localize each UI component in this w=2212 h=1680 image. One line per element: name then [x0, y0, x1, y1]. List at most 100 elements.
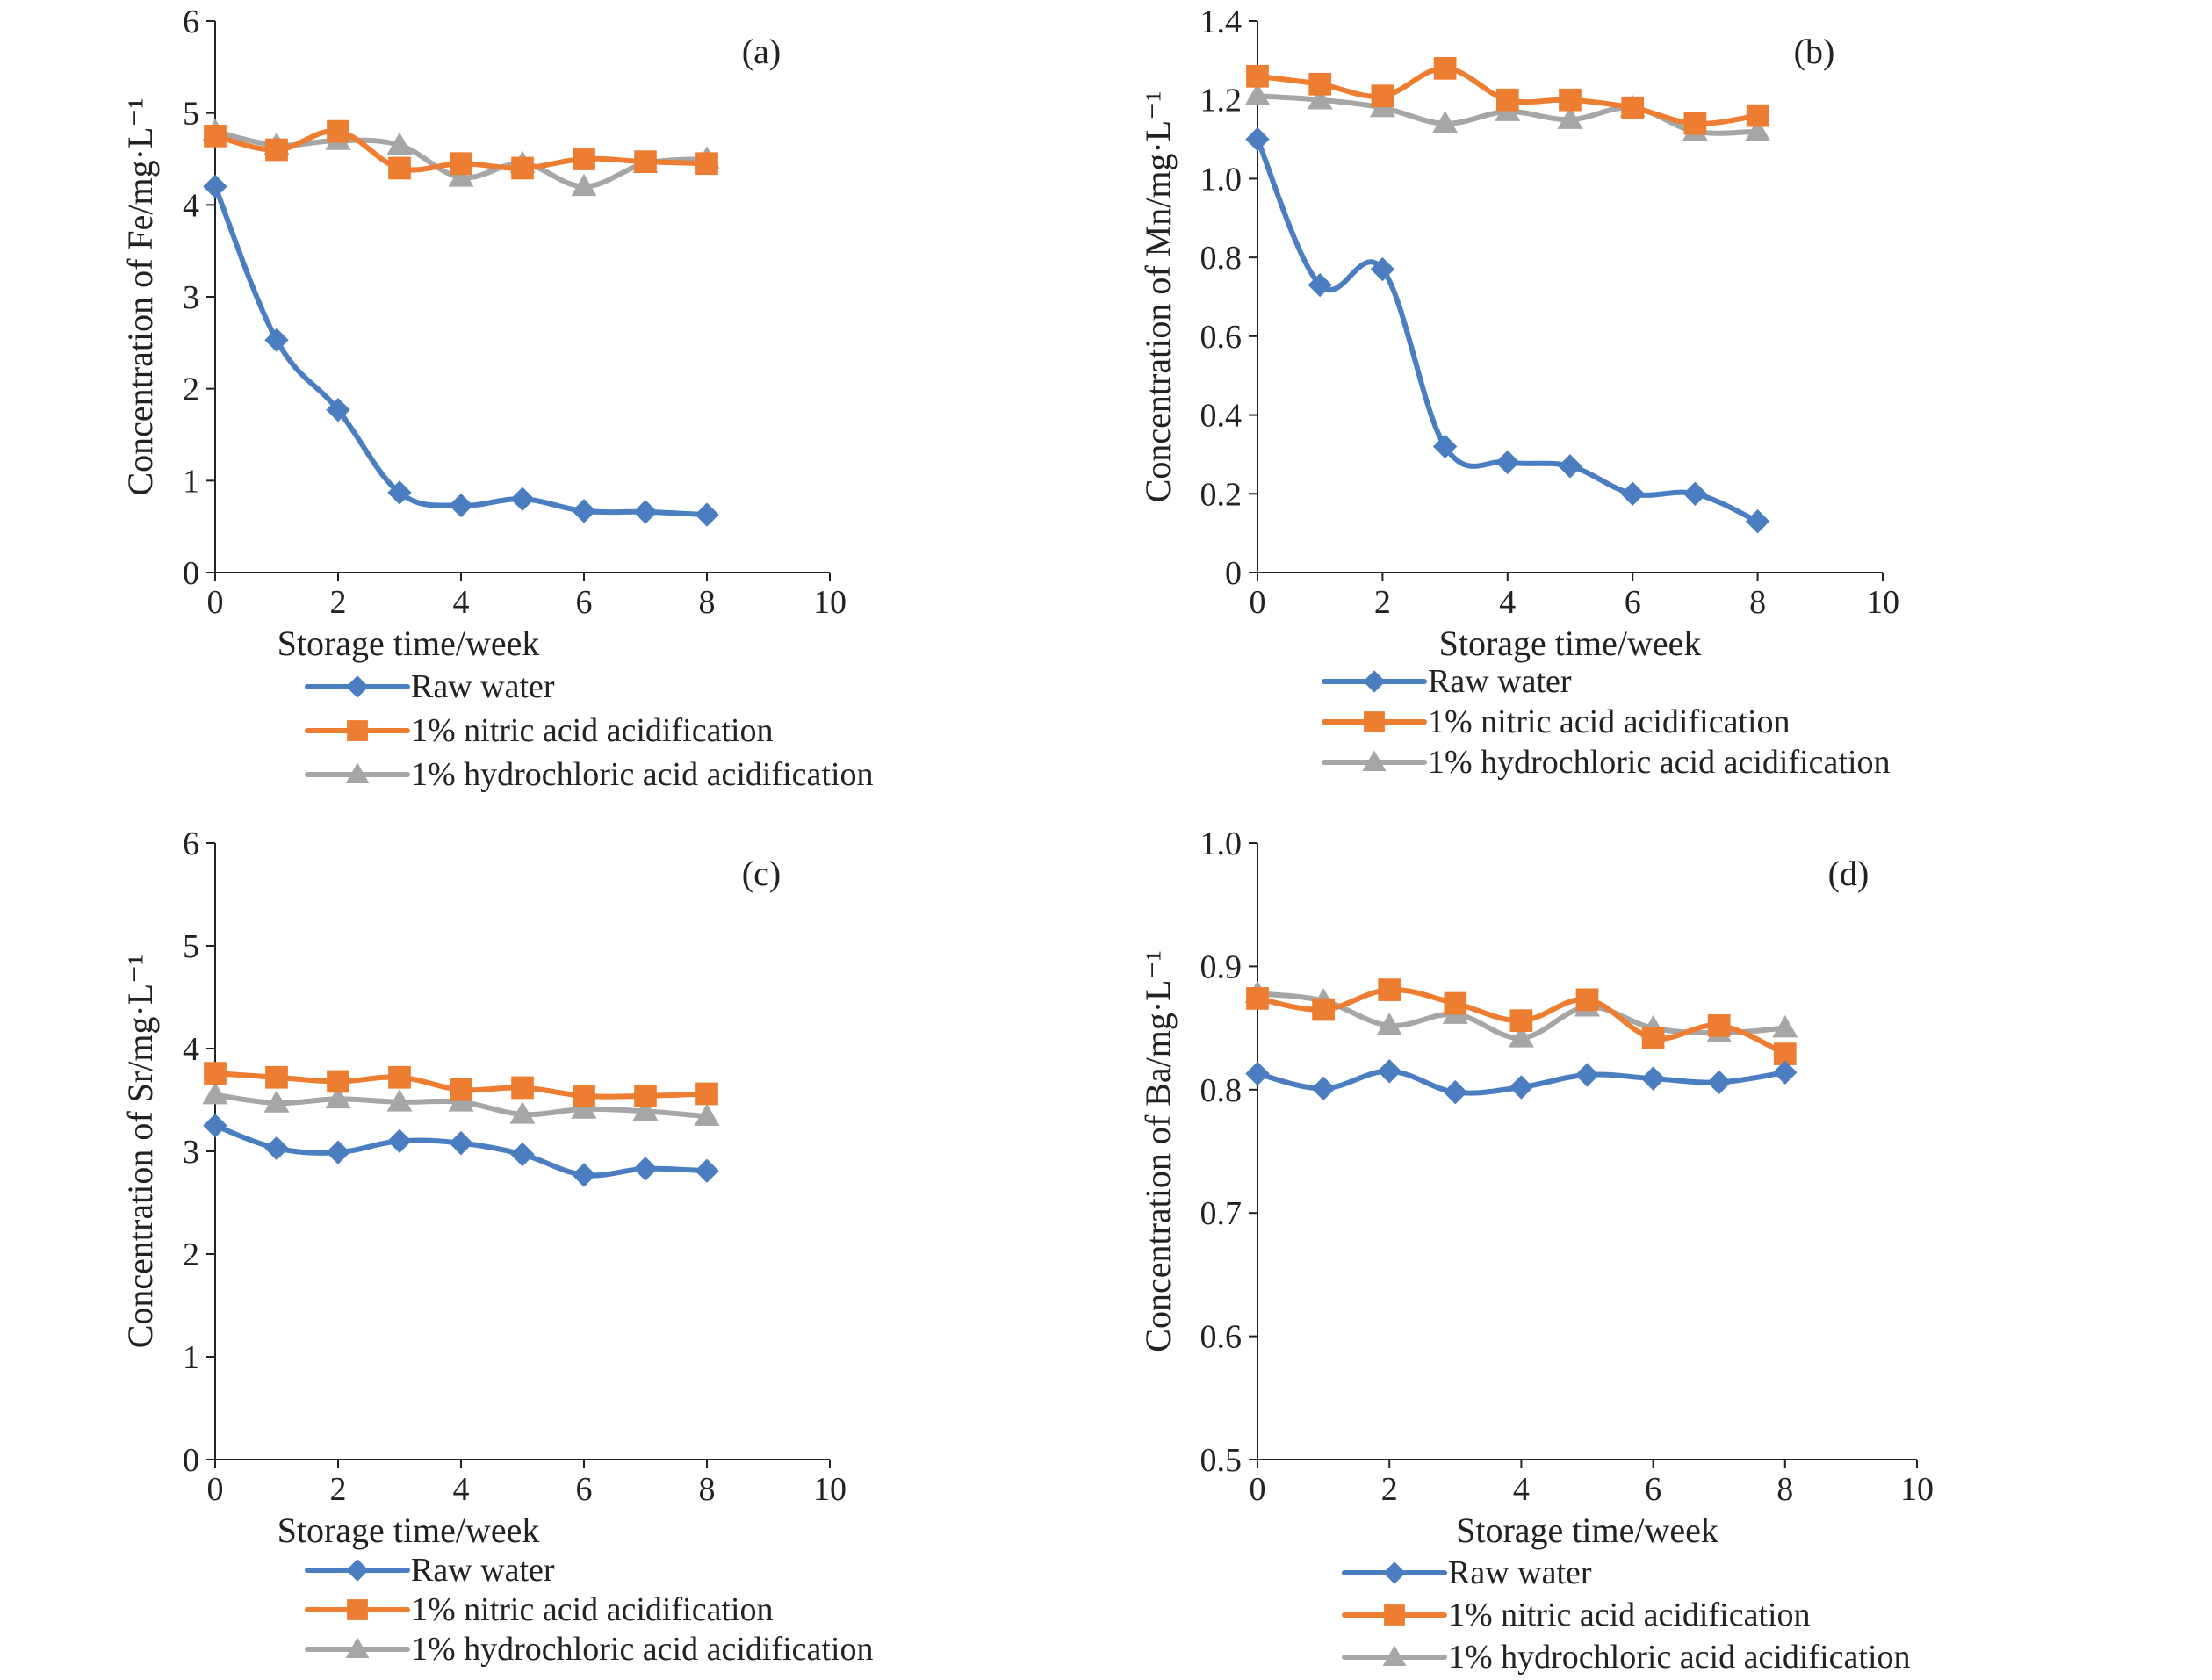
data-point-nitric-acid	[1575, 988, 1599, 1012]
legend-marker-nitric-acid	[1364, 711, 1385, 732]
data-point-nitric-acid	[1683, 112, 1707, 135]
data-point-nitric-acid	[204, 1062, 227, 1085]
data-point-raw-water	[1245, 1061, 1270, 1086]
x-tick-label: 10	[813, 1471, 847, 1508]
data-point-hydrochloric-acid	[1772, 1014, 1798, 1038]
y-tick-label: 0.9	[1200, 948, 1243, 985]
data-point-raw-water	[510, 487, 535, 511]
data-point-raw-water	[572, 1163, 596, 1187]
y-tick-label: 0.7	[1200, 1195, 1243, 1232]
y-tick-label: 5	[183, 96, 199, 133]
legend-label-raw-water: Raw water	[411, 1552, 555, 1589]
data-point-raw-water	[203, 1114, 227, 1138]
data-point-raw-water	[695, 1158, 719, 1183]
legend-label-hydrochloric-acid: 1% hydrochloric acid acidification	[1448, 1639, 1911, 1676]
y-tick-label: 6	[183, 826, 199, 862]
legend-label-raw-water: Raw water	[411, 668, 555, 705]
legend-label-nitric-acid: 1% nitric acid acidification	[411, 712, 774, 749]
series-raw-water	[203, 1114, 719, 1187]
legend-marker-raw-water	[1383, 1561, 1406, 1584]
data-point-raw-water	[1370, 256, 1395, 282]
x-axis-title: Storage time/week	[277, 1511, 540, 1550]
y-tick-label: 0.8	[1200, 1072, 1243, 1109]
data-point-nitric-acid	[511, 156, 534, 180]
data-point-hydrochloric-acid	[509, 1101, 536, 1124]
data-point-raw-water	[1620, 481, 1645, 506]
data-point-raw-water	[572, 499, 596, 523]
data-point-nitric-acid	[1308, 72, 1332, 96]
y-tick-label: 3	[183, 279, 199, 316]
x-tick-label: 6	[1625, 584, 1641, 621]
series-hydrochloric-acid	[202, 1081, 720, 1126]
x-tick-label: 10	[813, 584, 847, 621]
data-point-nitric-acid	[388, 156, 411, 180]
data-point-raw-water	[1308, 272, 1332, 298]
data-point-hydrochloric-acid	[571, 173, 597, 197]
data-point-nitric-acid	[511, 1076, 534, 1100]
chart-c-svg: 0 2 4 6 8 10 0 1 2 3 4 5 6 Storage time/week Concentra…	[120, 826, 847, 1550]
legend-marker-hydrochloric-acid	[1382, 1645, 1407, 1666]
x-tick-label: 8	[699, 1471, 716, 1508]
y-tick-label: 0.5	[1200, 1442, 1243, 1479]
x-tick-label: 6	[1645, 1471, 1661, 1508]
y-tick-label: 5	[183, 928, 199, 965]
legend-swatch-hydrochloric-acid	[305, 762, 410, 783]
data-point-raw-water	[326, 1140, 350, 1164]
series-raw-water	[203, 174, 719, 527]
data-point-nitric-acid	[450, 152, 472, 176]
chart-d-svg: 0 2 4 6 8 10 0.5 0.6 0.7 0.8 0.9 1.0 Storage time/we…	[1138, 826, 1934, 1550]
panel-label: (d)	[1828, 854, 1870, 893]
legend-marker-nitric-acid	[1384, 1604, 1405, 1626]
data-point-nitric-acid	[573, 148, 595, 170]
data-point-nitric-acid	[265, 1065, 288, 1089]
legend-swatch-raw-water	[1342, 1561, 1447, 1584]
legend-marker-raw-water	[346, 675, 369, 698]
x-tick-label: 10	[1900, 1471, 1934, 1508]
data-point-nitric-acid	[1312, 998, 1335, 1021]
data-point-raw-water	[695, 502, 719, 527]
legend-marker-hydrochloric-acid	[345, 762, 370, 783]
data-point-nitric-acid	[1509, 1009, 1533, 1033]
x-tick-label: 4	[453, 1471, 470, 1508]
panel-b: 0 2 4 6 8 10 0 0.2 0.4 0.6 0.8 1.0 1.2 1.4 Storage tim…	[1106, 0, 2212, 840]
chart-b-svg: 0 2 4 6 8 10 0 0.2 0.4 0.6 0.8 1.0 1.2 1.4 Storage tim…	[1138, 4, 1899, 663]
data-point-raw-water	[1682, 481, 1708, 506]
data-point-nitric-acid	[1378, 978, 1401, 1001]
legend-swatch-raw-water	[1322, 670, 1427, 693]
legend-label-raw-water: Raw water	[1428, 663, 1572, 700]
legend-swatch-hydrochloric-acid	[1342, 1645, 1447, 1666]
legend-label-nitric-acid: 1% nitric acid acidification	[1428, 703, 1790, 740]
y-tick-label: 4	[183, 187, 199, 224]
x-tick-label: 8	[1776, 1471, 1793, 1508]
x-tick-label: 2	[1374, 584, 1391, 621]
y-tick-label: 1	[183, 463, 199, 500]
data-point-hydrochloric-acid	[1508, 1025, 1534, 1048]
y-tick-label: 0.8	[1200, 240, 1243, 277]
legend-label-raw-water: Raw water	[1448, 1554, 1592, 1591]
data-point-nitric-acid	[634, 150, 657, 173]
y-tick-label: 1.4	[1200, 4, 1243, 40]
data-point-nitric-acid	[1444, 991, 1467, 1015]
x-axis-title: Storage time/week	[1456, 1511, 1718, 1550]
x-tick-label: 4	[453, 584, 470, 621]
data-point-nitric-acid	[1621, 96, 1645, 119]
x-tick-label: 2	[1381, 1471, 1398, 1508]
y-tick-label: 1.0	[1200, 161, 1243, 198]
x-tick-label: 8	[1749, 584, 1766, 621]
data-point-raw-water	[1377, 1059, 1401, 1084]
legend-swatch-raw-water	[305, 1559, 410, 1582]
data-point-nitric-acid	[1371, 84, 1394, 108]
series-raw-water	[1245, 126, 1770, 534]
data-point-raw-water	[1558, 454, 1582, 479]
legend-marker-nitric-acid	[347, 720, 368, 741]
data-point-raw-water	[449, 493, 473, 518]
data-point-nitric-acid	[388, 1065, 411, 1089]
chart-a-svg: 0 2 4 6 8 10 0 1 2 3 4 5 6 Storage time/week Concentra…	[120, 4, 847, 663]
data-point-nitric-acid	[634, 1084, 657, 1107]
x-tick-label: 2	[330, 1471, 347, 1508]
data-point-hydrochloric-acid	[571, 1096, 597, 1119]
y-tick-label: 0	[183, 1442, 199, 1479]
legend-marker-raw-water	[346, 1559, 369, 1582]
data-point-hydrochloric-acid	[448, 164, 474, 187]
legend-swatch-hydrochloric-acid	[1322, 750, 1427, 771]
